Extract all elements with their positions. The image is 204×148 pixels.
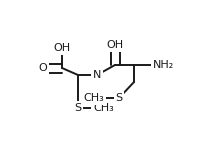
- Text: NH₂: NH₂: [153, 60, 174, 70]
- Text: OH: OH: [53, 43, 71, 53]
- Text: OH: OH: [106, 40, 124, 50]
- Text: S: S: [115, 93, 123, 103]
- Text: CH₃: CH₃: [93, 103, 114, 113]
- Text: N: N: [93, 70, 101, 80]
- Text: S: S: [74, 103, 82, 113]
- Text: CH₃: CH₃: [83, 93, 104, 103]
- Text: O: O: [39, 63, 47, 73]
